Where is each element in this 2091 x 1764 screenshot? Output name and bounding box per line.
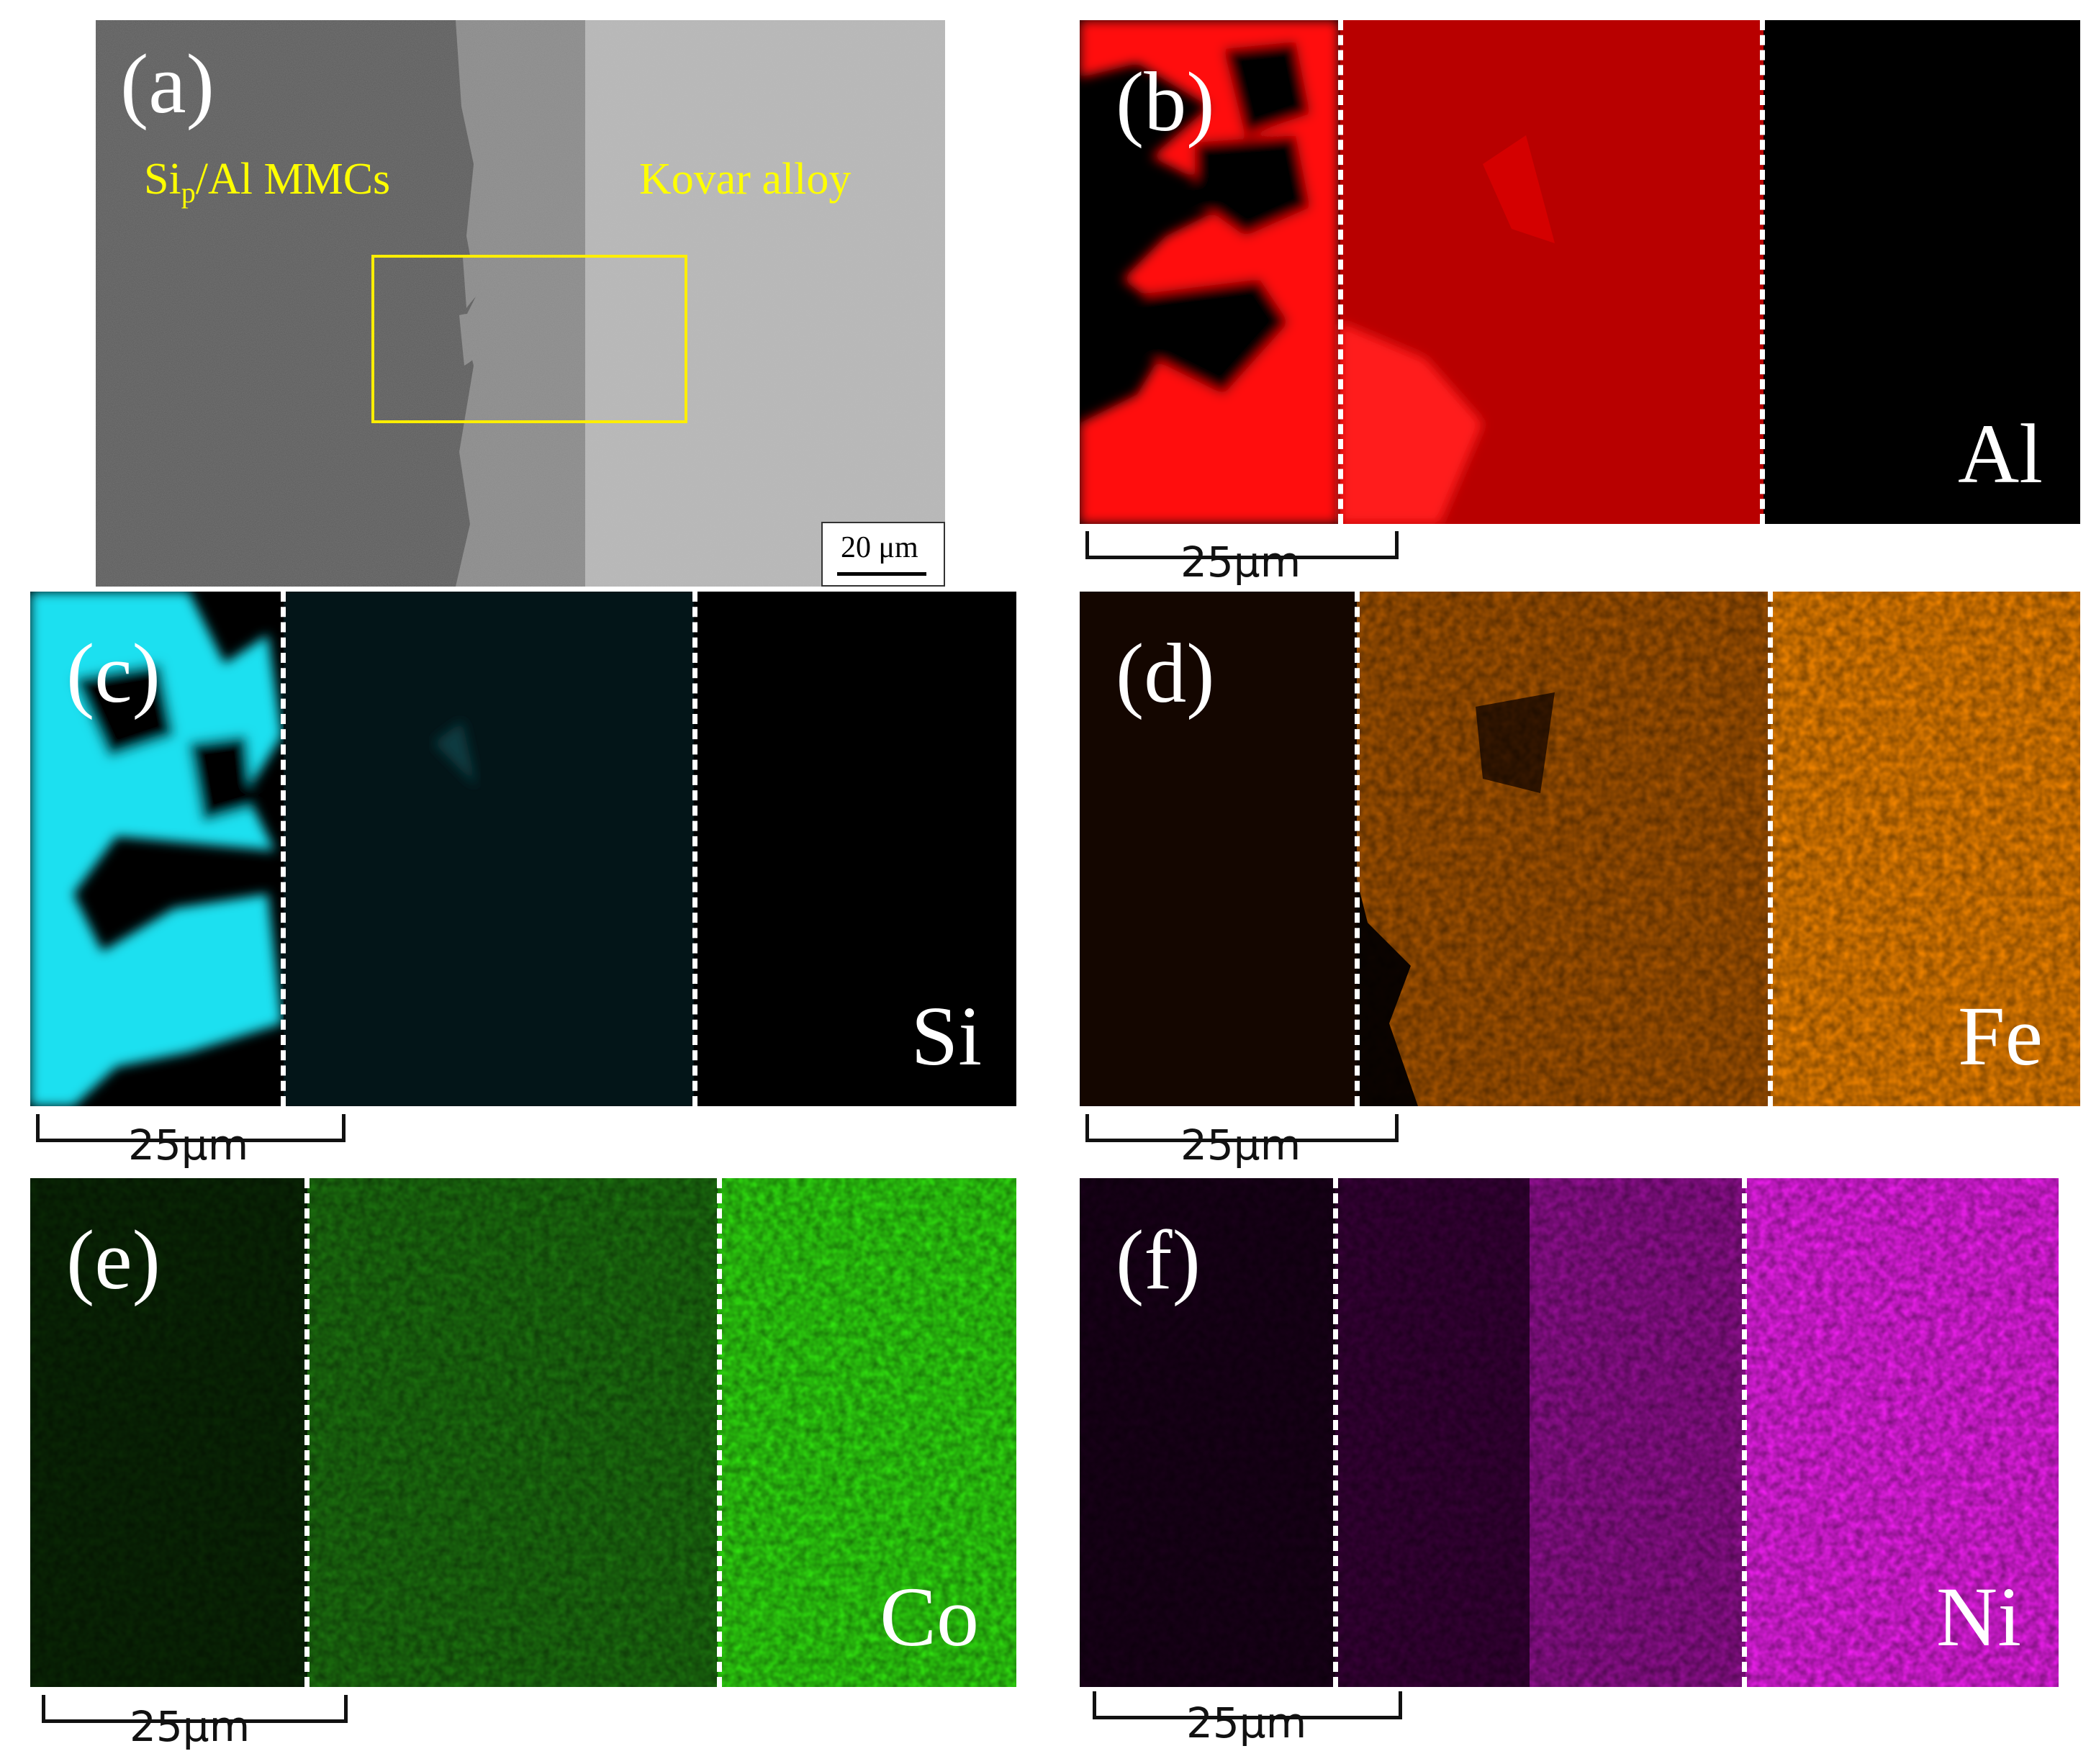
eds-map-fe: (d) Fe bbox=[1080, 592, 2080, 1106]
boundary-line-1 bbox=[281, 592, 286, 1106]
element-label-al: Al bbox=[1958, 407, 2043, 501]
boundary-line-1 bbox=[1355, 592, 1360, 1106]
element-label-co: Co bbox=[880, 1570, 979, 1664]
eds-map-ni: (f) Ni bbox=[1080, 1178, 2059, 1687]
ni-distribution bbox=[1080, 1178, 2059, 1687]
sem-scale-text: 20 μm bbox=[841, 531, 918, 564]
boundary-line-2 bbox=[1760, 20, 1765, 524]
eds-map-co: (e) Co bbox=[30, 1178, 1016, 1687]
scale-bar-d bbox=[1085, 1114, 1399, 1142]
panel-label-c: (c) bbox=[66, 626, 161, 720]
element-label-si: Si bbox=[911, 989, 982, 1083]
scale-text-b: 25μm bbox=[1180, 538, 1301, 587]
scale-text-e: 25μm bbox=[130, 1702, 250, 1751]
scale-bar-f bbox=[1093, 1691, 1402, 1719]
fe-distribution bbox=[1080, 592, 2080, 1106]
boundary-line-2 bbox=[1768, 592, 1773, 1106]
material-label-right: Kovar alloy bbox=[639, 155, 852, 204]
al-distribution bbox=[1080, 20, 2080, 524]
boundary-line-1 bbox=[1338, 20, 1343, 524]
boundary-line-2 bbox=[1742, 1178, 1747, 1687]
panel-label-d: (d) bbox=[1116, 626, 1215, 720]
boundary-line-1 bbox=[304, 1178, 310, 1687]
panel-label-f: (f) bbox=[1116, 1213, 1201, 1307]
element-label-ni: Ni bbox=[1936, 1570, 2021, 1664]
scale-bar-e bbox=[42, 1695, 348, 1723]
element-label-fe: Fe bbox=[1958, 989, 2043, 1083]
sem-scale-line bbox=[837, 572, 926, 576]
scale-text-d: 25μm bbox=[1180, 1121, 1301, 1170]
panel-label-e: (e) bbox=[66, 1213, 161, 1307]
eds-map-si: (c) Si bbox=[30, 592, 1016, 1106]
boundary-line-1 bbox=[1333, 1178, 1338, 1687]
scale-text-f: 25μm bbox=[1186, 1699, 1307, 1747]
sem-scale-box bbox=[821, 522, 945, 587]
sem-micrograph bbox=[96, 20, 945, 587]
boundary-line-2 bbox=[717, 1178, 722, 1687]
material-label-left: Sip/Al MMCs bbox=[144, 155, 391, 209]
panel-label-a: (a) bbox=[120, 37, 214, 131]
sem-image-panel: (a) Sip/Al MMCs Kovar alloy 20 μm bbox=[96, 20, 945, 587]
scale-text-c: 25μm bbox=[128, 1121, 249, 1170]
boundary-line-2 bbox=[692, 592, 697, 1106]
panel-label-b: (b) bbox=[1116, 55, 1215, 149]
co-distribution bbox=[30, 1178, 1016, 1687]
si-distribution bbox=[30, 592, 1016, 1106]
scale-bar-b bbox=[1085, 531, 1399, 559]
eds-map-al: (b) Al bbox=[1080, 20, 2080, 524]
scale-bar-c bbox=[36, 1114, 346, 1142]
